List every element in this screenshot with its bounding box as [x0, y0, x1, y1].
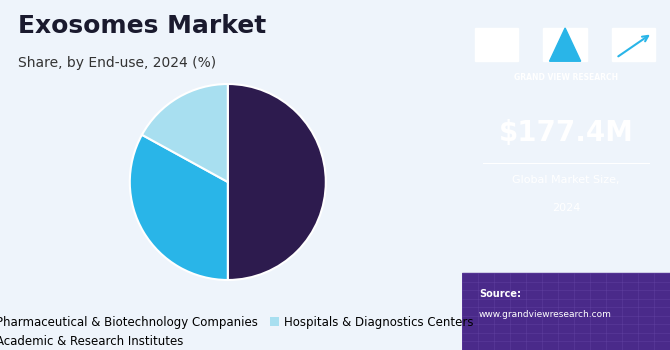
Bar	[462, 273, 670, 350]
Polygon shape	[549, 28, 581, 61]
Wedge shape	[130, 135, 228, 280]
Text: Source:: Source:	[479, 289, 521, 299]
Text: GRAND VIEW RESEARCH: GRAND VIEW RESEARCH	[514, 74, 618, 83]
Text: Exosomes Market: Exosomes Market	[19, 14, 267, 38]
Text: $177.4M: $177.4M	[498, 119, 634, 147]
Legend: Pharmaceutical & Biotechnology Companies, Academic & Research Institutes, Hospit: Pharmaceutical & Biotechnology Companies…	[0, 311, 478, 350]
Bar	[475, 28, 519, 61]
Wedge shape	[142, 84, 228, 182]
Wedge shape	[228, 84, 326, 280]
Bar	[543, 28, 587, 61]
Text: www.grandviewresearch.com: www.grandviewresearch.com	[479, 310, 612, 319]
Bar	[612, 28, 655, 61]
Text: Global Market Size,: Global Market Size,	[513, 175, 620, 185]
Text: Share, by End-use, 2024 (%): Share, by End-use, 2024 (%)	[19, 56, 216, 70]
Text: 2024: 2024	[552, 203, 580, 213]
